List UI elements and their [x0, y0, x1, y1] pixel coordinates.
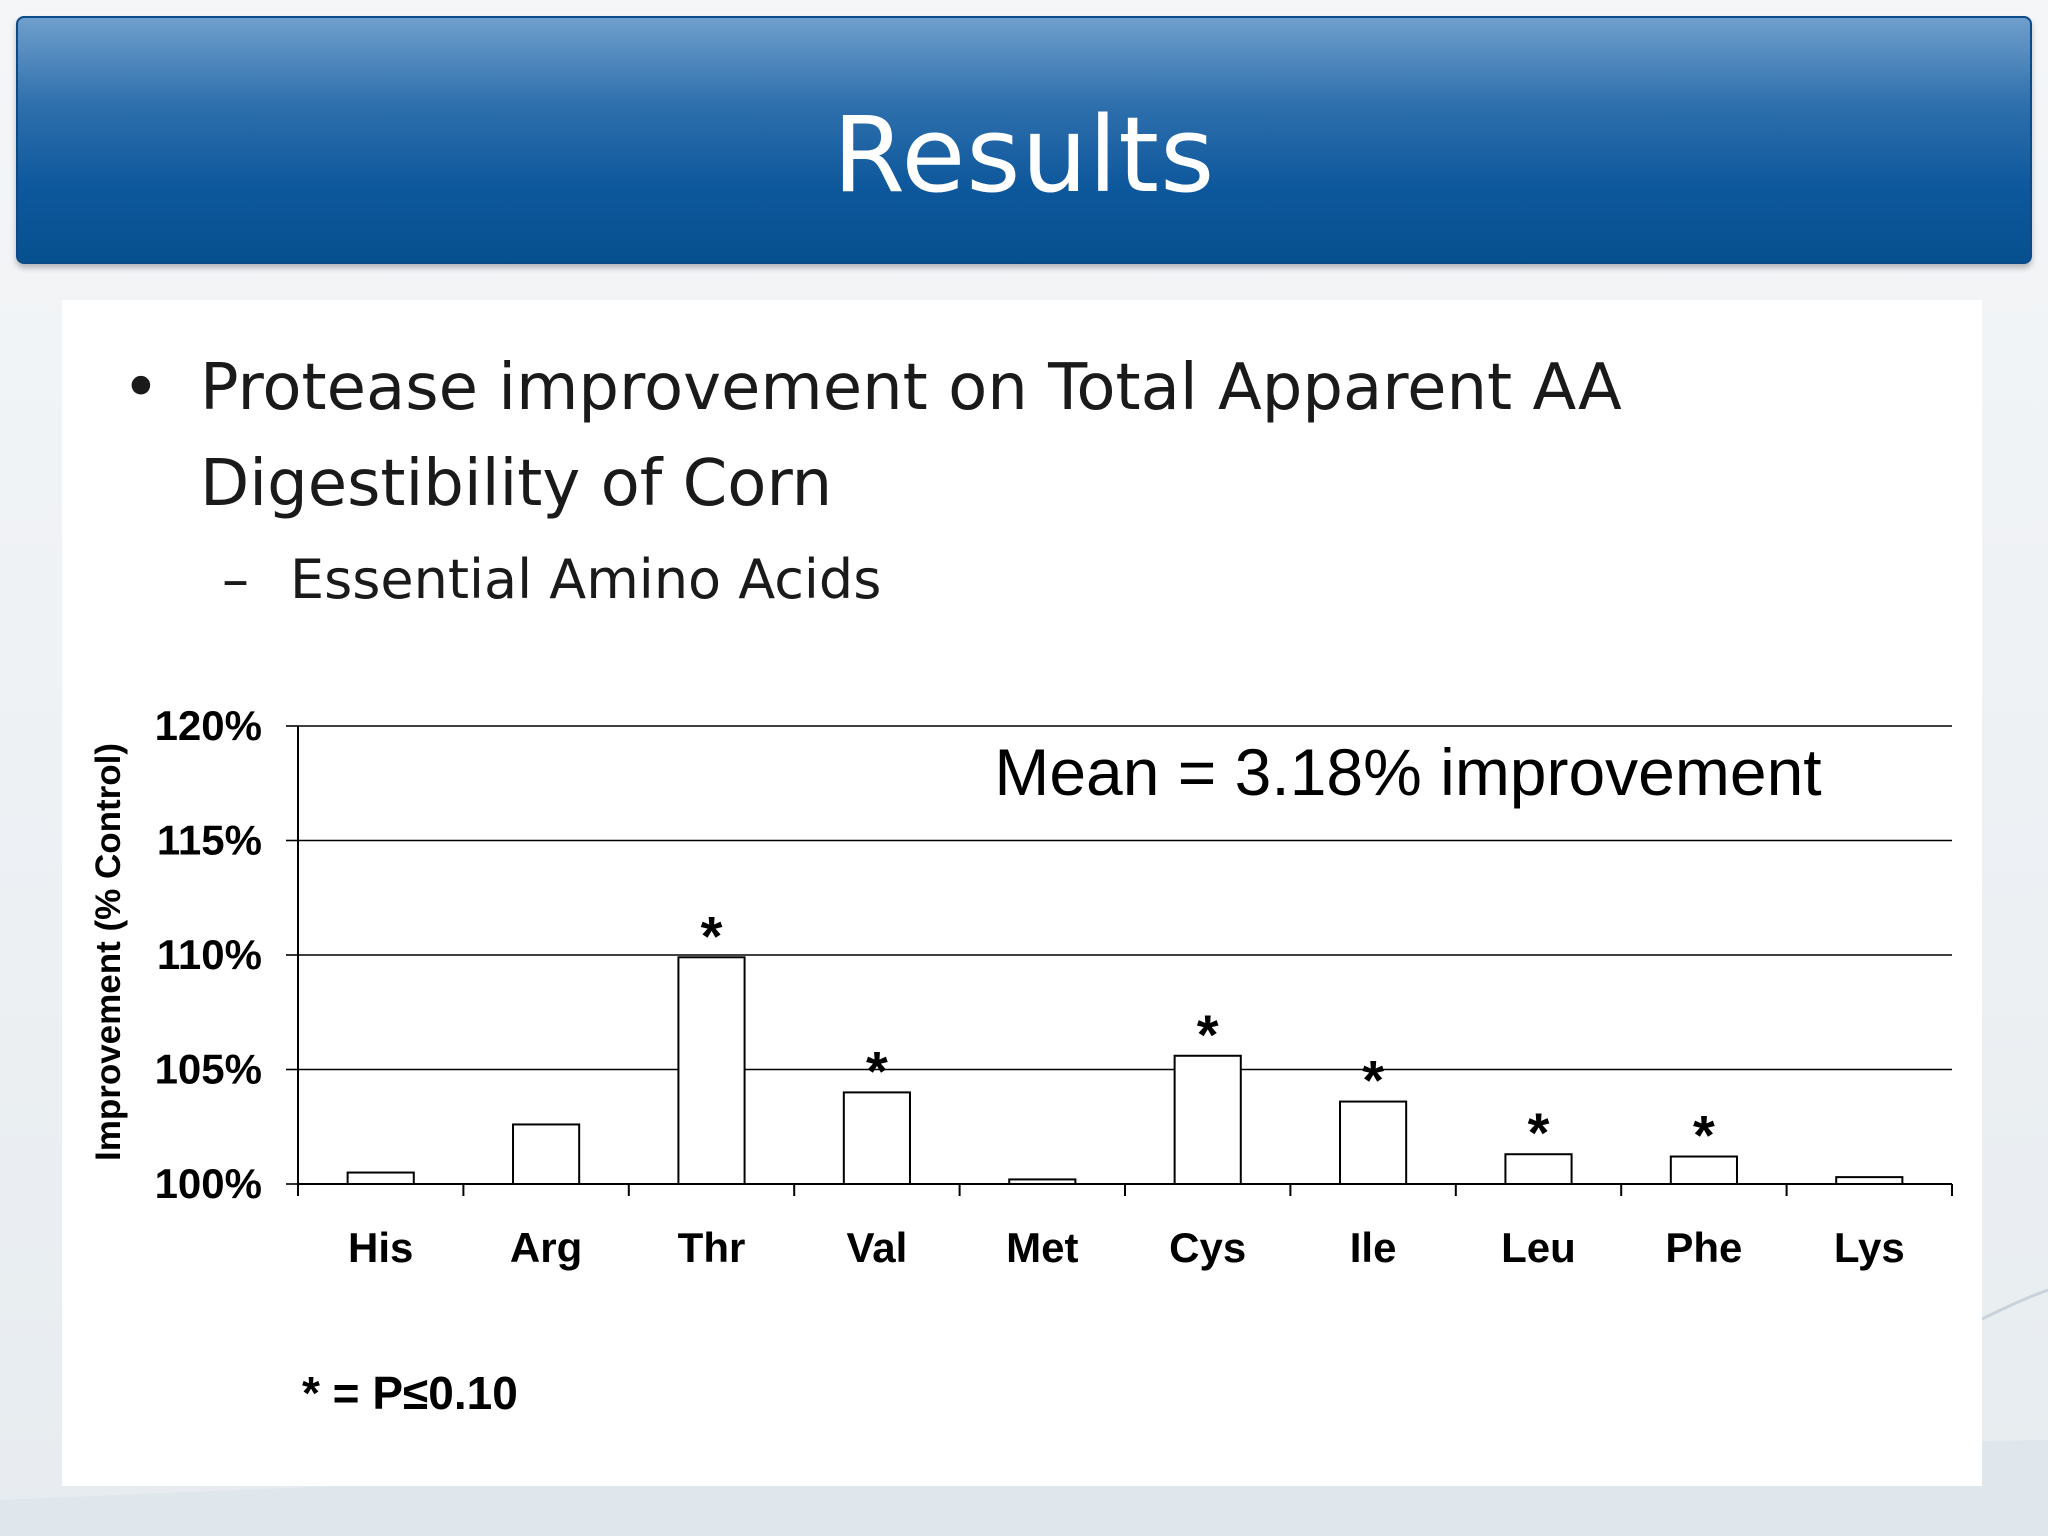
x-tick-label: Thr — [678, 1224, 746, 1271]
significance-marker: * — [1693, 1104, 1715, 1167]
x-tick-label: Val — [847, 1224, 908, 1271]
x-tick-label: Lys — [1834, 1224, 1905, 1271]
significance-marker: * — [866, 1039, 888, 1102]
y-tick-label: 115% — [157, 817, 262, 864]
x-tick-label: Met — [1006, 1224, 1078, 1271]
sub-bullet-marker: – — [222, 548, 249, 611]
bar-phe — [1669, 1155, 1738, 1186]
x-tick-label: Cys — [1169, 1224, 1246, 1271]
bar-thr — [677, 956, 746, 1185]
bar-ile — [1339, 1100, 1408, 1186]
significance-marker: * — [1197, 1003, 1219, 1066]
gridlines — [298, 725, 1952, 1071]
y-tick-label: 100% — [155, 1160, 262, 1207]
bar-arg — [512, 1123, 581, 1185]
bar-leu — [1504, 1153, 1573, 1185]
content-panel — [62, 300, 1982, 1486]
bar-lys — [1835, 1176, 1904, 1186]
significance-marker: * — [1528, 1101, 1550, 1164]
y-tick-label: 120% — [155, 702, 262, 749]
y-tick-label: 110% — [157, 931, 262, 978]
y-axis-title: Improvement (% Control) — [89, 743, 128, 1161]
significance-footnote: * = P≤0.10 — [302, 1367, 518, 1419]
x-tick-label: Phe — [1665, 1224, 1742, 1271]
y-tick-label: 105% — [155, 1046, 262, 1093]
x-tick-label: Leu — [1501, 1224, 1576, 1271]
bars — [346, 956, 1904, 1186]
bullet-marker: • — [122, 351, 160, 425]
axes — [286, 725, 1953, 1196]
x-tick-label: Arg — [510, 1224, 582, 1271]
significance-marker: * — [701, 904, 723, 967]
x-tick-label: His — [348, 1224, 413, 1271]
significance-marker: * — [1362, 1049, 1384, 1112]
bar-val — [842, 1091, 911, 1186]
bullet-text: Protease improvement on Total Apparent A… — [200, 351, 1622, 521]
title-bar — [16, 16, 2032, 264]
mean-annotation: Mean = 3.18% improvement — [994, 735, 1821, 809]
bar-his — [346, 1171, 415, 1186]
labels: 100% 105% 110% 115% 120% His Arg * Thr * Val Met * Cy… — [155, 702, 1905, 1271]
sub-bullet-text: Essential Amino Acids — [290, 548, 882, 611]
slide-title: Results — [832, 94, 1216, 216]
bar-cys — [1173, 1054, 1242, 1186]
x-tick-label: Ile — [1350, 1224, 1397, 1271]
